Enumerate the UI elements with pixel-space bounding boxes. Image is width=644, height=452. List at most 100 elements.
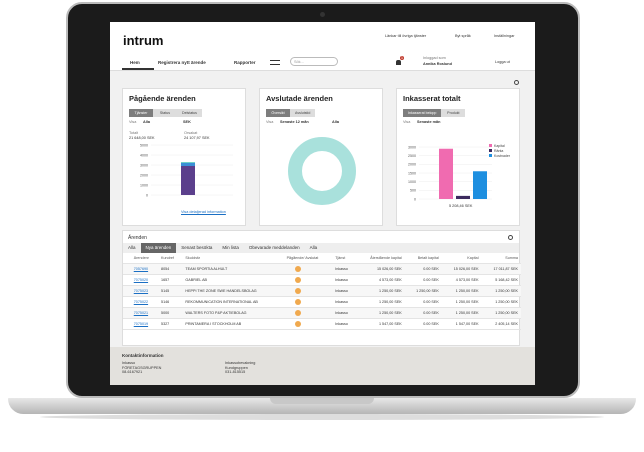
cell: 1 250,00 SEK [441,285,482,297]
chart: 0 500 1000 1500 2000 2500 3000 KapitalRäntaKost… [408,144,511,201]
bar [473,171,487,199]
cell: 0.00 SEK [404,307,442,319]
notification-badge: 1 [400,56,404,60]
tab[interactable]: Inkasserat belopp [403,109,442,117]
edit-icon[interactable] [123,296,131,308]
cell: 4 573,00 SEK [356,274,405,286]
filter[interactable]: Alla [332,120,339,124]
settings-icon[interactable] [508,235,513,240]
y-tick-label: 0 [146,193,148,197]
edit-icon[interactable] [123,285,131,297]
cell: 5 168,42 SEK [481,274,521,286]
panel-title: Avslutade ärenden [266,94,333,103]
donut-chart [288,137,356,205]
edit-icon[interactable] [123,318,131,330]
tab[interactable]: Avslutstid [290,109,316,117]
status-dot [294,287,301,294]
tab[interactable]: Tjänster [129,109,153,117]
filter-tab[interactable]: Obevarade meddelanden [248,245,300,250]
cell: 0.00 SEK [404,318,442,330]
top-link[interactable]: Byt språk [455,34,471,38]
cell: 1 250,00 SEK [404,285,442,297]
menu-icon[interactable] [270,60,280,65]
filter[interactable]: Alla [143,120,150,124]
tab[interactable]: Delstatus [177,109,202,117]
bell-icon[interactable] [396,60,401,65]
laptop-shadow [40,414,604,420]
chart: 0 1000 2000 3000 4000 5000 [140,143,233,197]
header-cell: Pågående/ Avslutat [283,254,333,264]
cell[interactable]: 7057690 [130,263,159,275]
detail-link[interactable]: Visa detaljerad information [181,210,226,214]
edit-icon[interactable] [123,263,131,275]
cell: 1 250,00 SEK [356,307,405,319]
cell[interactable]: 7075022 [130,296,159,308]
bar-segment [181,162,195,163]
nav-item[interactable]: Registrera nytt ärende [158,60,206,65]
edit-icon[interactable] [123,274,131,286]
filter[interactable]: Senaste mån [417,120,441,124]
panel: Pågående ärenden Tjänster Status Delstatus V… [122,88,246,226]
cell: 1 250,00 SEK [441,307,482,319]
settings-icon[interactable] [514,80,519,85]
cell[interactable]: 7075023 [130,285,159,297]
cell: Inkasso [332,296,357,308]
filter-tabs: Alla Nya ärenden Senast besökta Min lista Ob… [123,243,519,253]
top-link[interactable]: Inställningar [494,34,515,38]
tab[interactable]: Status [153,109,177,117]
bar-segment [181,166,195,195]
cell: PRINTAMERA I STOCKHOLM AB [182,318,284,330]
edit-icon[interactable] [123,307,131,319]
panel: Inkasserat totalt Inkasserat belopp Produk… [396,88,520,226]
logout[interactable]: Logga ut [495,60,510,64]
cell[interactable]: 7075020 [130,274,159,286]
y-tick-label: 1000 [408,180,416,184]
y-tick-label: 1000 [140,183,148,187]
y-tick-label: 1500 [408,171,416,175]
y-tick-label: 0 [414,197,416,201]
tab[interactable]: Översikt [266,109,290,117]
legend-label: Kapital [494,144,505,148]
bar [456,195,470,199]
section-title: Ärenden [128,235,147,241]
filter[interactable]: Senaste 12 mån [280,120,309,124]
cell: HEPPI THE ZONE SWE HANDELSBOLAG [182,285,284,297]
footer: Kontaktinformation Inkasso FÖRETAGSGRUPPEN… [110,347,535,385]
nav-item[interactable]: Hem [130,60,140,65]
tab-bar: Inkasserat belopp Produkt [403,109,466,117]
donut-ring [288,137,356,205]
search-input[interactable] [290,57,338,66]
table-row: 7057690 8054 TEAM SPORTIA ALHULT Inkasso 15 … [123,263,521,275]
nav-item[interactable]: Rapporter [234,60,256,65]
laptop-notch [270,398,374,404]
cell: 1657 [158,274,183,286]
status-dot [294,265,301,272]
cell[interactable]: 7075019 [130,318,159,330]
y-tick-label: 3000 [140,163,148,167]
header-cell: Summa [481,254,521,264]
cell[interactable]: 7075021 [130,307,159,319]
legend-swatch [489,144,492,147]
currency[interactable]: SEK [183,120,191,124]
top-link[interactable]: Länkar till övriga tjänster [385,34,427,38]
y-tick-label: 5000 [140,143,148,147]
filter-tab[interactable]: Alla [128,245,136,250]
laptop-base [8,398,636,414]
logged-in-label: Inloggad som [423,56,446,60]
panel: Avslutade ärenden Översikt Avslutstid Visa S… [259,88,383,226]
cell: 1 250,00 SEK [481,285,521,297]
filter-tab[interactable]: Senast besökta [181,245,213,250]
cell: 15 026,00 SEK [441,263,482,275]
cell: WALTERS FOTO P&P AKTIEBOLAG [182,307,284,319]
cell: Inkasso [332,263,357,275]
filter-tab[interactable]: Nya ärenden [140,243,177,253]
y-tick-label: 2000 [408,163,416,167]
tab[interactable]: Produkt [441,109,466,117]
filter-tab[interactable]: Alla [309,245,318,250]
cell: 1 250,00 SEK [356,285,405,297]
cell: 5145 [158,285,183,297]
show-label: Visa [129,120,137,124]
filter-tab[interactable]: Min lista [222,245,239,250]
camera [320,12,325,17]
status-cell [283,318,333,330]
